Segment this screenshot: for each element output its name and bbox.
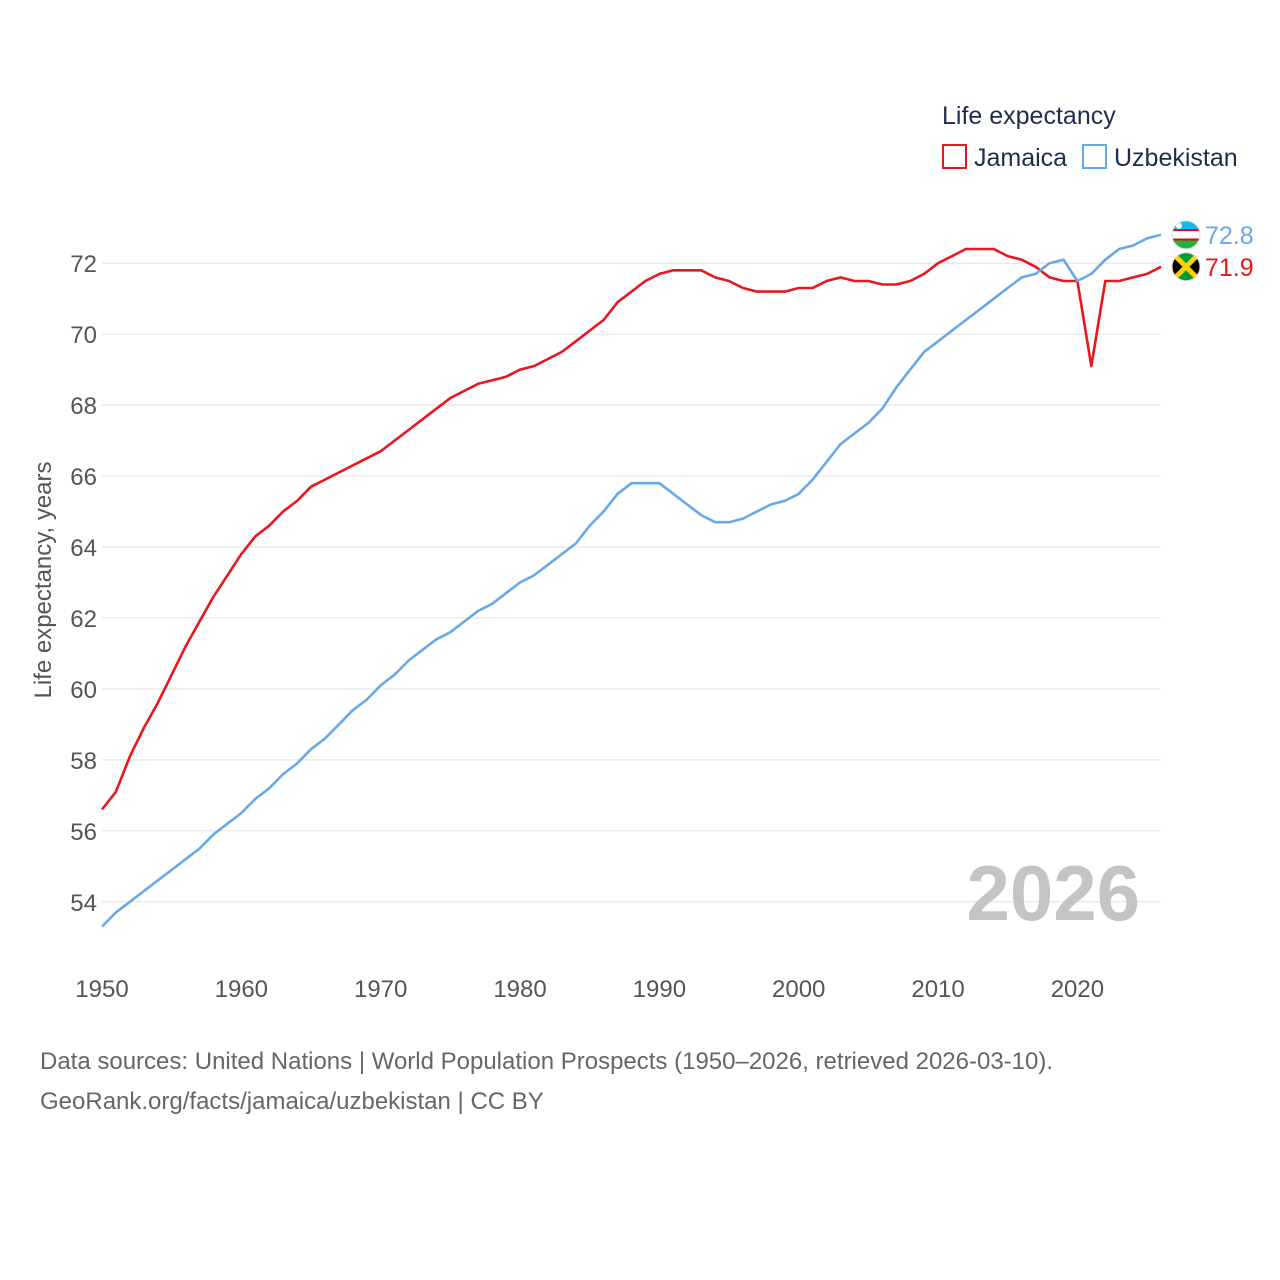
x-tick-label: 1970 xyxy=(354,976,407,1003)
legend-swatch-uzbekistan xyxy=(1082,144,1107,169)
end-value-uzbekistan: 72.8 xyxy=(1205,222,1254,250)
x-tick-label: 2020 xyxy=(1051,976,1104,1003)
x-tick-label: 1980 xyxy=(493,976,546,1003)
series-lines xyxy=(100,233,1162,928)
legend-item-uzbekistan[interactable]: Uzbekistan xyxy=(1082,144,1238,172)
line-jamaica[interactable] xyxy=(100,247,1162,811)
y-tick-label: 62 xyxy=(70,606,97,633)
legend-swatch-jamaica xyxy=(942,144,967,169)
source-line: Data sources: United Nations | World Pop… xyxy=(40,1048,1054,1075)
life-expectancy-chart: 54 56 58 60 62 64 66 68 70 72 1950 1960 1970 1980 199… xyxy=(30,102,1254,1003)
legend-item-jamaica[interactable]: Jamaica xyxy=(942,144,1067,172)
year-watermark: 2026 xyxy=(966,849,1140,937)
y-axis-title: Life expectancy, years xyxy=(30,461,57,698)
x-axis-ticks: 1950 1960 1970 1980 1990 2000 2010 2020 xyxy=(75,976,1104,1003)
y-tick-label: 60 xyxy=(70,677,97,704)
y-tick-label: 64 xyxy=(70,535,97,562)
x-tick-label: 2000 xyxy=(772,976,825,1003)
end-value-jamaica: 71.9 xyxy=(1205,254,1254,282)
y-tick-label: 68 xyxy=(70,393,97,420)
y-axis-ticks: 54 56 58 60 62 64 66 68 70 72 xyxy=(70,251,97,917)
y-tick-label: 54 xyxy=(70,890,97,917)
series-end-markers: 71.9 72.8 xyxy=(1171,220,1254,282)
y-tick-label: 72 xyxy=(70,251,97,278)
y-tick-label: 66 xyxy=(70,464,97,491)
x-tick-label: 2010 xyxy=(911,976,964,1003)
legend-label-jamaica: Jamaica xyxy=(974,144,1067,172)
uzbekistan-flag-icon xyxy=(1171,220,1201,250)
x-tick-label: 1960 xyxy=(215,976,268,1003)
gridlines xyxy=(102,262,1161,903)
line-uzbekistan[interactable] xyxy=(101,233,1162,928)
legend-title: Life expectancy xyxy=(942,102,1116,130)
x-tick-label: 1950 xyxy=(75,976,128,1003)
legend-label-uzbekistan: Uzbekistan xyxy=(1114,144,1238,172)
y-tick-label: 58 xyxy=(70,748,97,775)
jamaica-flag-icon xyxy=(1171,252,1201,282)
y-tick-label: 56 xyxy=(70,819,97,846)
source-footer: Data sources: United Nations | World Pop… xyxy=(40,1042,1053,1122)
y-tick-label: 70 xyxy=(70,322,97,349)
x-tick-label: 1990 xyxy=(633,976,686,1003)
legend: Life expectancy Jamaica Uzbekistan xyxy=(942,102,1238,172)
license-link[interactable]: GeoRank.org/facts/jamaica/uzbekistan | C… xyxy=(40,1088,544,1115)
